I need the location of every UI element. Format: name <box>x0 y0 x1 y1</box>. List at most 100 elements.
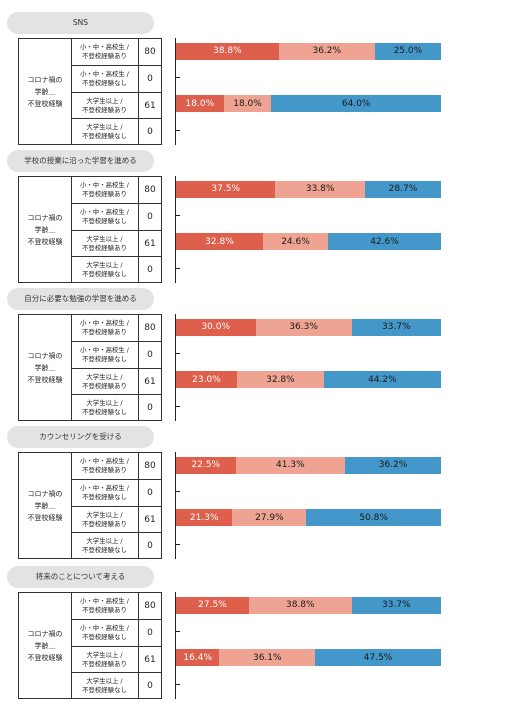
sample-count: 80 <box>144 185 156 196</box>
table-row: 大学生以上 / 不登校経験あり 61 <box>71 367 161 395</box>
chart-section: SNS コロナ禍の 学齢＿ 不登校経験 小・中・高校生 / 不登校経験あり 80 小・中… <box>0 12 521 150</box>
sample-count: 0 <box>147 540 153 551</box>
sample-count: 80 <box>144 461 156 472</box>
bar-segment: 27.5% <box>176 596 249 614</box>
sample-count: 61 <box>144 376 156 387</box>
bar-segment: 18.0% <box>223 95 272 113</box>
stacked-bar: 30.0% 36.3% 33.7% <box>176 318 441 336</box>
category-label: 小・中・高校生 / 不登校経験なし <box>71 342 139 369</box>
category-label: 大学生以上 / 不登校経験あり <box>71 368 139 395</box>
bar-segment: 27.9% <box>232 509 307 527</box>
category-label: 小・中・高校生 / 不登校経験なし <box>71 66 139 93</box>
sample-count: 80 <box>144 47 156 58</box>
bar-segment: 36.2% <box>278 42 375 60</box>
category-label: 大学生以上 / 不登校経験あり <box>71 92 139 119</box>
table-row: 小・中・高校生 / 不登校経験なし 0 <box>71 479 161 507</box>
chart-title: 自分に必要な勉強の学習を進める <box>7 288 154 310</box>
table-row: 大学生以上 / 不登校経験なし 0 <box>71 117 161 145</box>
stacked-bar: 38.8% 36.2% 25.0% <box>176 42 441 60</box>
chart-section: 学校の授業に沿った学習を進めるコロナ禍の 学齢＿ 不登校経験 小・中・高校生 / … <box>0 150 521 288</box>
category-label: 大学生以上 / 不登校経験なし <box>71 118 139 145</box>
sample-count: 0 <box>147 402 153 413</box>
sample-count: 61 <box>144 238 156 249</box>
group-label: コロナ禍の 学齢＿ 不登校経験 <box>19 315 72 420</box>
sample-count: 0 <box>147 628 153 639</box>
category-label: 小・中・高校生 / 不登校経験あり <box>71 177 139 204</box>
chart-axis <box>175 38 176 145</box>
table-row: 大学生以上 / 不登校経験なし 0 <box>71 531 161 559</box>
axis-tick <box>176 77 180 79</box>
bar-segment: 42.6% <box>328 233 441 251</box>
category-label: 大学生以上 / 不登校経験なし <box>71 394 139 421</box>
bar-segment: 64.0% <box>271 95 441 113</box>
stacked-bar: 23.0% 32.8% 44.2% <box>176 371 441 389</box>
bar-segment: 33.7% <box>351 318 441 336</box>
axis-tick <box>176 405 180 407</box>
bar-segment: 23.0% <box>176 371 237 389</box>
axis-tick <box>176 683 180 685</box>
stacked-bar: 16.4% 36.1% 47.5% <box>176 649 441 667</box>
bar-segment: 47.5% <box>315 649 441 667</box>
bar-segment: 18.0% <box>176 95 224 113</box>
table-row: 大学生以上 / 不登校経験あり 61 <box>71 505 161 533</box>
category-label: 小・中・高校生 / 不登校経験あり <box>71 453 139 480</box>
axis-tick <box>176 353 180 355</box>
bar-segment: 28.7% <box>364 180 441 198</box>
table-row: 大学生以上 / 不登校経験あり 61 <box>71 229 161 257</box>
category-label: 小・中・高校生 / 不登校経験あり <box>71 593 139 620</box>
axis-tick <box>176 491 180 493</box>
bar-segment: 38.8% <box>176 42 279 60</box>
chart-axis <box>175 452 176 559</box>
category-table: コロナ禍の 学齢＿ 不登校経験 小・中・高校生 / 不登校経験あり 80 小・中・高校… <box>18 452 162 559</box>
bar-segment: 33.8% <box>275 180 365 198</box>
category-label: 大学生以上 / 不登校経験あり <box>71 230 139 257</box>
table-row: 大学生以上 / 不登校経験なし 0 <box>71 393 161 421</box>
bar-segment: 36.2% <box>345 456 441 474</box>
bar-segment: 36.1% <box>219 649 316 667</box>
category-label: 小・中・高校生 / 不登校経験あり <box>71 39 139 66</box>
bar-segment: 22.5% <box>176 456 236 474</box>
table-row: 小・中・高校生 / 不登校経験あり 80 <box>71 39 161 66</box>
category-label: 大学生以上 / 不登校経験あり <box>71 506 139 533</box>
table-row: 小・中・高校生 / 不登校経験なし 0 <box>71 341 161 369</box>
chart-axis <box>175 314 176 421</box>
axis-tick <box>176 267 180 269</box>
sample-count: 80 <box>144 323 156 334</box>
bar-segment: 44.2% <box>323 371 441 389</box>
category-table: コロナ禍の 学齢＿ 不登校経験 小・中・高校生 / 不登校経験あり 80 小・中・高校… <box>18 176 162 283</box>
bar-segment: 50.8% <box>306 509 441 527</box>
chart-section: 自分に必要な勉強の学習を進めるコロナ禍の 学齢＿ 不登校経験 小・中・高校生 / … <box>0 288 521 426</box>
sample-count: 61 <box>144 654 156 665</box>
category-label: 小・中・高校生 / 不登校経験なし <box>71 480 139 507</box>
bar-segment: 32.8% <box>236 371 324 389</box>
sample-count: 0 <box>147 350 153 361</box>
category-label: 大学生以上 / 不登校経験なし <box>71 532 139 559</box>
sample-count: 0 <box>147 488 153 499</box>
table-row: 小・中・高校生 / 不登校経験なし 0 <box>71 203 161 231</box>
bar-segment: 32.8% <box>176 233 263 251</box>
table-row: 小・中・高校生 / 不登校経験なし 0 <box>71 65 161 93</box>
bar-segment: 24.6% <box>262 233 329 251</box>
category-label: 大学生以上 / 不登校経験あり <box>71 646 139 673</box>
table-row: 大学生以上 / 不登校経験あり 61 <box>71 91 161 119</box>
chart-title: SNS <box>7 12 154 34</box>
group-label: コロナ禍の 学齢＿ 不登校経験 <box>19 177 72 282</box>
sample-count: 0 <box>147 264 153 275</box>
stacked-bar: 18.0% 18.0% 64.0% <box>176 95 441 113</box>
axis-tick <box>176 543 180 545</box>
chart-title: 学校の授業に沿った学習を進める <box>7 150 154 172</box>
stacked-bar: 32.8% 24.6% 42.6% <box>176 233 441 251</box>
stacked-bar: 37.5% 33.8% 28.7% <box>176 180 441 198</box>
table-row: 小・中・高校生 / 不登校経験なし 0 <box>71 619 161 647</box>
bar-segment: 38.8% <box>248 596 352 614</box>
table-row: 大学生以上 / 不登校経験なし 0 <box>71 671 161 699</box>
category-table: コロナ禍の 学齢＿ 不登校経験 小・中・高校生 / 不登校経験あり 80 小・中・高校… <box>18 38 162 145</box>
bar-segment: 37.5% <box>176 180 276 198</box>
sample-count: 61 <box>144 514 156 525</box>
chart-section: 将来のことについて考える コロナ禍の 学齢＿ 不登校経験 小・中・高校生 / 不登校… <box>0 566 521 704</box>
category-table: コロナ禍の 学齢＿ 不登校経験 小・中・高校生 / 不登校経験あり 80 小・中・高校… <box>18 314 162 421</box>
group-label: コロナ禍の 学齢＿ 不登校経験 <box>19 593 72 698</box>
sample-count: 0 <box>147 212 153 223</box>
category-label: 小・中・高校生 / 不登校経験なし <box>71 620 139 647</box>
category-label: 大学生以上 / 不登校経験なし <box>71 672 139 699</box>
